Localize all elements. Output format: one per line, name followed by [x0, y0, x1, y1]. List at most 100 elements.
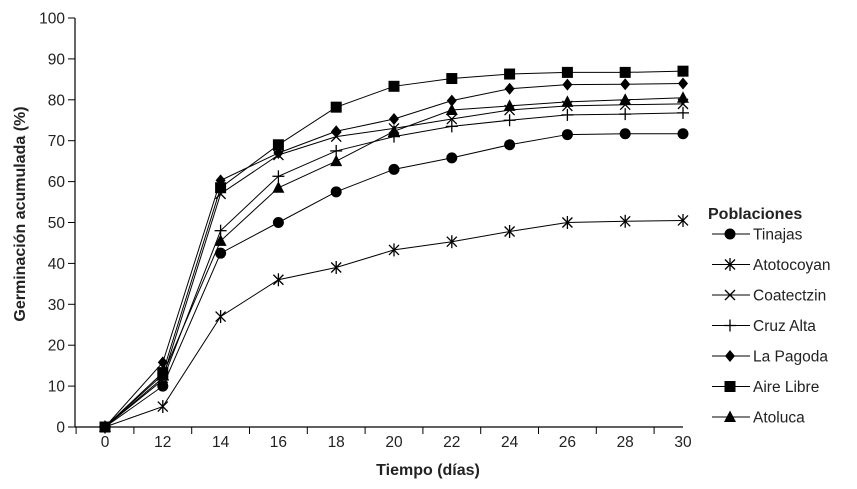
legend-label-atoluca: Atoluca: [753, 410, 805, 427]
data-point-atoluca: [156, 368, 169, 380]
data-point-cruz-alta: [619, 108, 632, 121]
data-point-coatectzin: [446, 113, 458, 125]
y-tick-label: 40: [48, 256, 66, 273]
data-point-aire-libre: [677, 65, 689, 77]
data-point-tinajas: [157, 380, 169, 392]
chart-series: [99, 65, 689, 434]
data-point-la-pagoda: [562, 78, 573, 91]
legend-item-coatectzin: Coatectzin: [712, 288, 826, 305]
legend-label-atotocoyan: Atotocoyan: [753, 257, 831, 274]
legend-label-coatectzin: Coatectzin: [753, 288, 826, 305]
data-point-atoluca: [619, 93, 632, 105]
data-point-atotocoyan: [272, 273, 284, 287]
data-point-atotocoyan: [561, 216, 573, 229]
legend-marker-tinajas: [724, 228, 736, 240]
y-axis-label: Germinación acumulada (%): [12, 106, 29, 321]
legend-item-atoluca: Atoluca: [712, 410, 805, 427]
data-point-aire-libre: [561, 66, 573, 78]
y-tick-label: 90: [48, 51, 66, 68]
legend-marker-atoluca: [724, 410, 736, 422]
data-point-la-pagoda: [389, 113, 399, 126]
data-point-atoluca: [445, 103, 458, 116]
data-point-atoluca: [677, 91, 689, 103]
legend-label-aire-libre: Aire Libre: [753, 379, 819, 396]
data-point-atoluca: [99, 420, 111, 432]
x-tick-label: 22: [443, 434, 460, 451]
data-point-atotocoyan: [619, 214, 631, 228]
data-point-tinajas: [619, 128, 631, 140]
data-point-atoluca: [503, 99, 516, 111]
x-tick-label: 28: [617, 434, 634, 451]
data-point-tinajas: [215, 247, 227, 259]
x-tick-label: 20: [385, 434, 403, 451]
y-tick-label: 100: [39, 11, 65, 28]
y-tick-label: 30: [48, 297, 66, 314]
data-point-cruz-alta: [503, 114, 516, 127]
data-point-tinajas: [677, 128, 689, 140]
chart-legend: Poblaciones Tinajas Atotocoyan Coatectzin C…: [708, 206, 831, 427]
legend-label-cruz-alta: Cruz Alta: [753, 318, 816, 335]
legend-marker-cruz-alta: [724, 319, 736, 332]
y-tick-label: 10: [48, 379, 66, 396]
data-point-tinajas: [446, 152, 458, 164]
legend-item-la-pagoda: La Pagoda: [712, 349, 828, 366]
data-point-atoluca: [272, 181, 285, 193]
series-coatectzin: [99, 98, 689, 433]
x-tick-label: 14: [212, 434, 230, 451]
data-point-atotocoyan: [157, 400, 169, 414]
data-point-cruz-alta: [561, 108, 574, 121]
data-point-tinajas: [388, 163, 400, 175]
data-point-la-pagoda: [504, 82, 515, 95]
data-point-la-pagoda: [446, 94, 457, 107]
y-tick-label: 50: [48, 215, 66, 232]
series-tinajas: [99, 128, 689, 433]
data-point-la-pagoda: [678, 77, 688, 90]
y-tick-label: 80: [48, 92, 66, 109]
legend-label-tinajas: Tinajas: [753, 227, 803, 244]
data-point-aire-libre: [272, 139, 284, 151]
y-tick-label: 0: [56, 420, 65, 437]
series-la-pagoda: [100, 77, 688, 433]
legend-marker-la-pagoda: [725, 350, 735, 362]
data-point-aire-libre: [504, 68, 516, 80]
data-point-tinajas: [561, 129, 573, 141]
data-point-la-pagoda: [620, 78, 631, 91]
series-line-atoluca: [104, 97, 684, 428]
series-cruz-alta: [99, 106, 689, 433]
data-point-atotocoyan: [504, 224, 516, 238]
data-point-la-pagoda: [331, 125, 342, 138]
series-line-coatectzin: [104, 103, 684, 428]
legend-title: Poblaciones: [708, 206, 802, 223]
data-point-atoluca: [561, 95, 574, 107]
y-tick-label: 60: [48, 174, 66, 191]
data-point-cruz-alta: [272, 170, 285, 183]
y-tick-label: 70: [48, 133, 66, 150]
data-point-aire-libre: [388, 80, 400, 92]
data-point-aire-libre: [330, 101, 342, 113]
data-point-tinajas: [330, 186, 342, 198]
legend-item-cruz-alta: Cruz Alta: [712, 318, 816, 335]
data-point-atotocoyan: [330, 260, 342, 274]
data-point-cruz-alta: [677, 106, 689, 119]
x-tick-label: 24: [501, 434, 519, 451]
x-tick-label: 26: [559, 434, 576, 451]
x-axis-ticks: 0 12 14 16 18 20 22 24 26 28 30: [75, 427, 692, 451]
legend-item-tinajas: Tinajas: [712, 227, 803, 244]
legend-marker-atotocoyan: [724, 258, 736, 271]
x-tick-label: 0: [101, 434, 110, 451]
data-point-atoluca: [330, 154, 343, 167]
x-tick-label: 16: [270, 434, 287, 451]
data-point-atotocoyan: [677, 213, 689, 227]
data-point-tinajas: [272, 217, 284, 228]
legend-item-aire-libre: Aire Libre: [712, 379, 819, 396]
x-tick-label: 12: [154, 434, 171, 451]
legend-label-la-pagoda: La Pagoda: [753, 349, 828, 366]
data-point-atotocoyan: [388, 243, 400, 257]
legend-item-atotocoyan: Atotocoyan: [712, 257, 831, 274]
data-point-atotocoyan: [446, 235, 458, 249]
y-tick-label: 20: [48, 338, 66, 355]
data-point-atotocoyan: [215, 310, 227, 324]
legend-marker-coatectzin: [724, 289, 736, 301]
data-point-cruz-alta: [445, 120, 458, 133]
